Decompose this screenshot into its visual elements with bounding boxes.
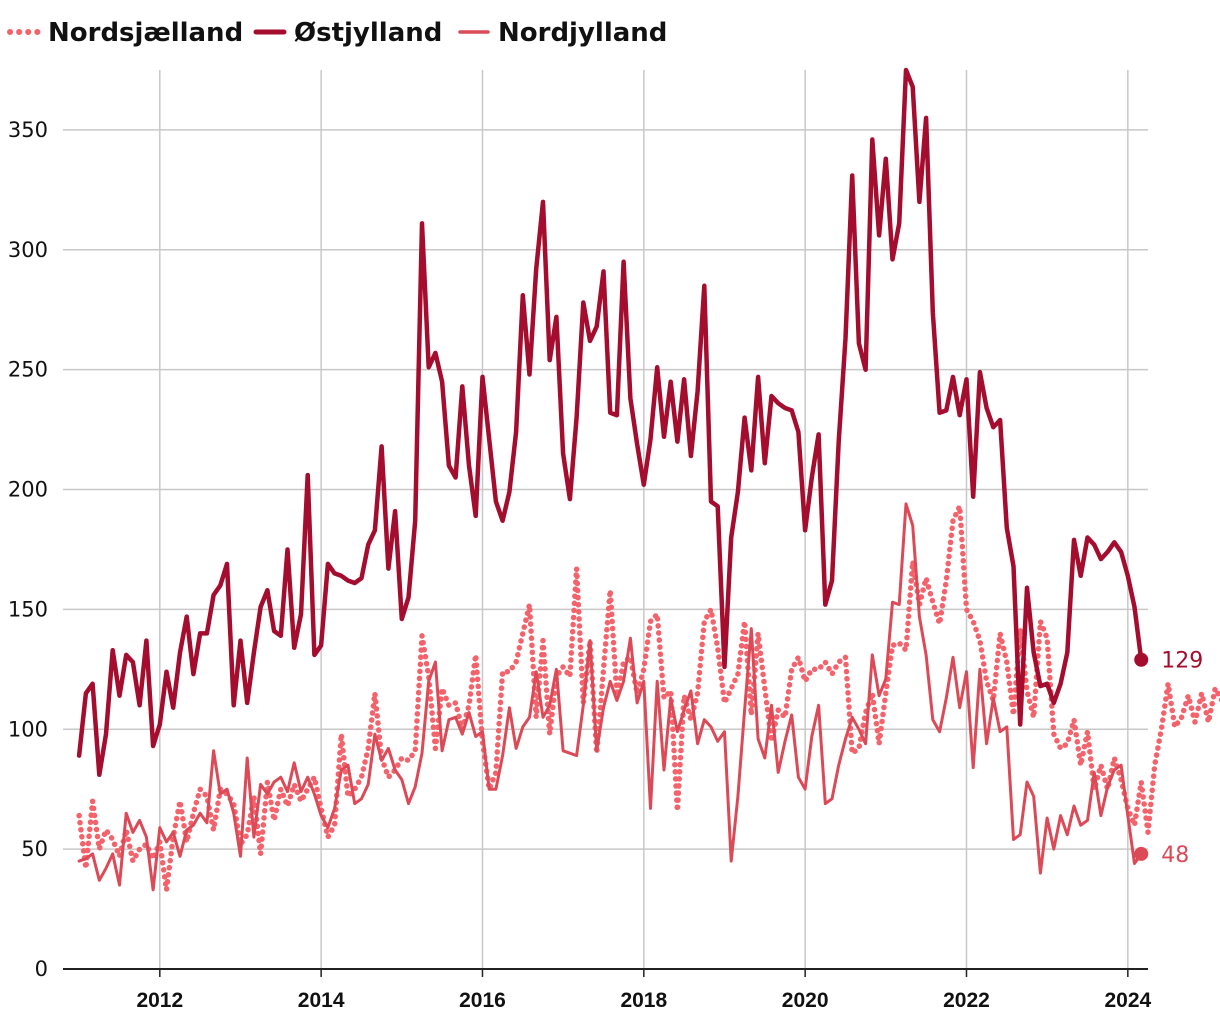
- series-end-label: 129: [1161, 649, 1203, 674]
- x-tick-label: 2020: [782, 989, 829, 1012]
- y-tick-label: 50: [21, 837, 48, 861]
- legend-label: Østjylland: [294, 18, 442, 48]
- series-line-1: [76, 67, 1144, 778]
- y-tick-label: 350: [8, 118, 48, 142]
- axes: 0 50 100 150 200 250 300 350 2012 2014 2016 2018 202…: [8, 118, 1152, 1012]
- series-layer: 8248129: [76, 67, 1220, 893]
- x-tick-label: 2012: [136, 989, 183, 1012]
- legend: Nordsjælland Østjylland Nordjylland: [7, 18, 667, 48]
- y-tick-label: 200: [8, 478, 48, 502]
- y-tick-label: 0: [35, 957, 48, 981]
- y-tick-label: 150: [8, 597, 48, 621]
- legend-label: Nordsjælland: [48, 18, 243, 48]
- series-end-marker: [1134, 652, 1149, 667]
- series-end-marker: [1134, 846, 1149, 861]
- series-end-label: 48: [1161, 843, 1189, 868]
- y-tick-label: 300: [8, 238, 48, 262]
- y-tick-label: 250: [8, 358, 48, 382]
- y-tick-label: 100: [8, 717, 48, 741]
- x-tick-label: 2022: [943, 989, 990, 1012]
- series-line-2: [77, 502, 1143, 892]
- x-tick-label: 2014: [298, 989, 345, 1012]
- x-tick-label: 2016: [459, 989, 506, 1012]
- x-tick-label: 2018: [620, 989, 667, 1012]
- series-line-0: [76, 503, 1220, 893]
- x-tick-label: 2024: [1104, 989, 1151, 1012]
- gridlines: [63, 70, 1148, 969]
- legend-label: Nordjylland: [498, 18, 667, 48]
